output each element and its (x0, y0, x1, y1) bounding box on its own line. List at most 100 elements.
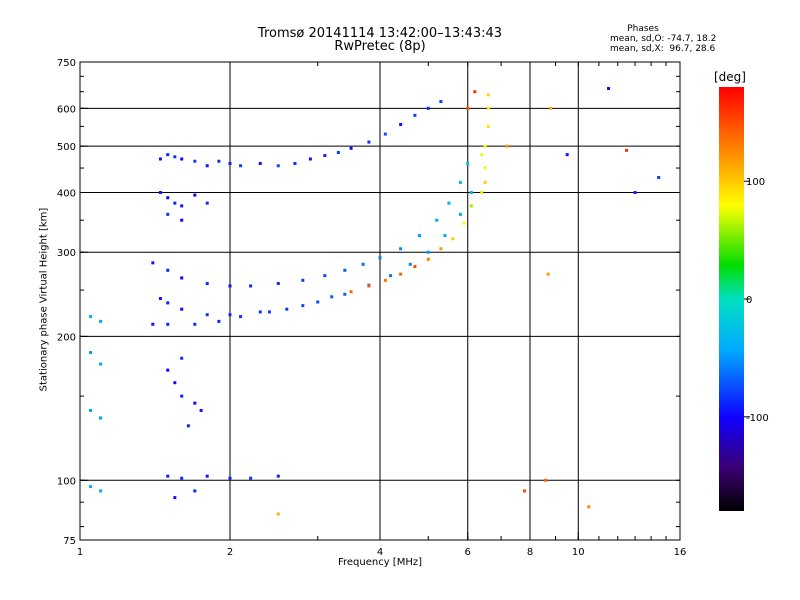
data-point (483, 144, 487, 148)
y-tick-label: 100 (57, 476, 76, 487)
data-point (89, 315, 93, 319)
colorbar-tick-label: 100 (746, 177, 765, 188)
data-point (205, 201, 209, 205)
data-point (343, 292, 347, 296)
y-tick-label: 300 (57, 248, 76, 259)
data-point (443, 234, 447, 238)
data-point (173, 381, 177, 385)
data-point (383, 278, 387, 282)
data-point (166, 301, 170, 305)
chart-title: Tromsø 20141114 13:42:00–13:43:43 (257, 26, 503, 41)
data-point (166, 212, 170, 216)
data-point (180, 476, 184, 480)
data-point (193, 193, 197, 197)
x-axis-label: Frequency [MHz] (337, 557, 423, 568)
data-point (180, 394, 184, 398)
data-point (330, 295, 334, 299)
data-point (505, 144, 509, 148)
data-point (173, 201, 177, 205)
data-point (323, 274, 327, 278)
data-point (193, 159, 197, 163)
phase-stats-x: mean, sd,X: 96.7, 28.6 (610, 44, 716, 54)
data-point (205, 164, 209, 168)
phase-stats-title: Phases (627, 24, 659, 34)
data-point (276, 164, 280, 168)
data-point (336, 150, 340, 154)
data-point (458, 180, 462, 184)
y-tick-label: 400 (57, 188, 76, 199)
data-point (276, 512, 280, 516)
data-point (173, 155, 177, 159)
y-tick-label: 600 (57, 104, 76, 115)
data-point (228, 161, 232, 165)
data-point (199, 408, 203, 412)
data-point (151, 261, 155, 265)
data-point (293, 161, 297, 165)
colorbar-unit: [deg] (714, 70, 746, 84)
data-point (158, 157, 162, 161)
x-tick-label: 1 (77, 547, 83, 558)
data-point (89, 485, 93, 489)
y-tick-label: 200 (57, 332, 76, 343)
data-point (276, 282, 280, 286)
data-point (466, 161, 470, 165)
data-point (151, 322, 155, 326)
axis-ticks: 1 2 4 6 8 10 16 75 100 200 300 400 500 600 750 (57, 58, 686, 558)
data-point (549, 106, 553, 110)
data-point (89, 408, 93, 412)
data-point (166, 474, 170, 478)
data-point (166, 153, 170, 157)
data-point (166, 368, 170, 372)
data-point (587, 505, 591, 509)
data-point (239, 164, 243, 168)
data-point (607, 87, 611, 91)
phase-stats-o: mean, sd,O: -74.7, 18.2 (610, 34, 717, 44)
data-point (565, 153, 569, 157)
data-point (426, 106, 430, 110)
data-point (258, 310, 262, 314)
data-point (413, 113, 417, 117)
data-point (486, 106, 490, 110)
data-point (228, 284, 232, 288)
data-point (399, 272, 403, 276)
data-point (544, 478, 548, 482)
data-point (408, 262, 412, 266)
data-point (469, 204, 473, 208)
data-point (413, 265, 417, 269)
data-point (486, 93, 490, 97)
x-tick-label: 6 (465, 547, 471, 558)
data-point (399, 123, 403, 127)
data-point (166, 196, 170, 200)
data-point (546, 272, 550, 276)
data-point (435, 218, 439, 222)
data-point (205, 313, 209, 317)
data-point (99, 362, 103, 366)
data-point (249, 476, 253, 480)
data-point (349, 290, 353, 294)
data-point (439, 247, 443, 251)
data-point (483, 180, 487, 184)
colorbar (719, 87, 744, 511)
data-point (483, 166, 487, 170)
data-point (469, 190, 473, 194)
data-point (349, 146, 353, 150)
data-point (399, 247, 403, 251)
grid-lines (80, 62, 680, 540)
data-point (99, 489, 103, 493)
data-point (166, 322, 170, 326)
data-point (367, 284, 371, 288)
data-point (466, 106, 470, 110)
data-point (158, 297, 162, 301)
data-point (267, 310, 271, 314)
data-point (343, 268, 347, 272)
data-point (426, 257, 430, 261)
data-point (180, 307, 184, 311)
data-point (258, 161, 262, 165)
data-point (249, 284, 253, 288)
data-point (193, 489, 197, 493)
y-tick-label: 75 (63, 536, 76, 547)
x-tick-label: 8 (527, 547, 533, 558)
data-point (301, 278, 305, 282)
data-point (417, 234, 421, 238)
